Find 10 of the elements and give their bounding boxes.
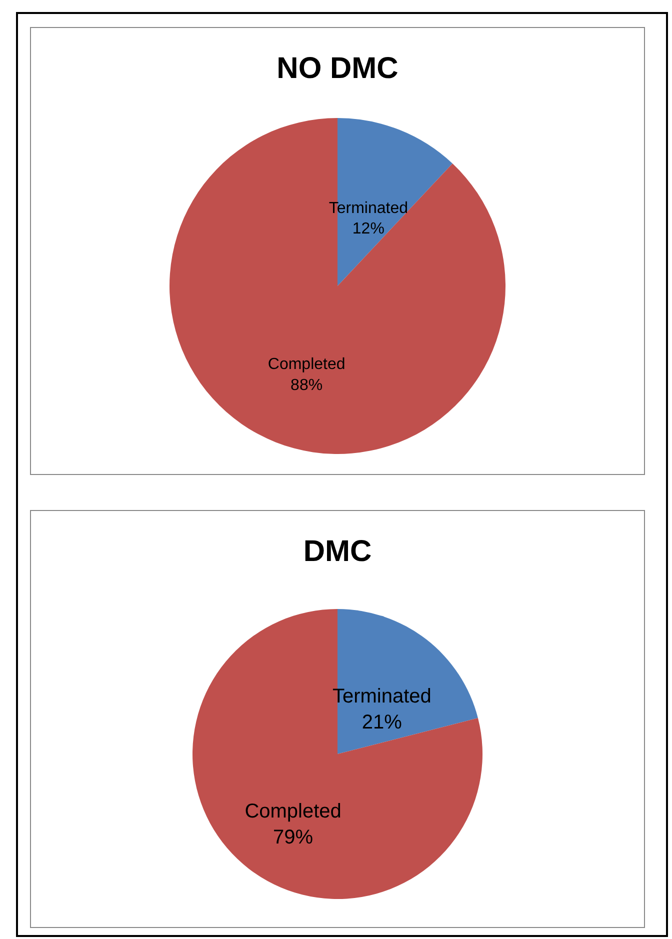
pie-slice bbox=[170, 118, 506, 454]
data-label: 79% bbox=[273, 826, 314, 848]
slice-label: Completed bbox=[244, 800, 342, 822]
pie-slice bbox=[192, 609, 482, 899]
data-label: 21% bbox=[362, 712, 402, 734]
chart-title: NO DMC bbox=[276, 52, 398, 85]
data-label: 88% bbox=[290, 376, 323, 394]
data-label: 12% bbox=[352, 220, 384, 238]
chart-title: DMC bbox=[303, 535, 372, 568]
slice-label: Completed bbox=[268, 356, 346, 374]
